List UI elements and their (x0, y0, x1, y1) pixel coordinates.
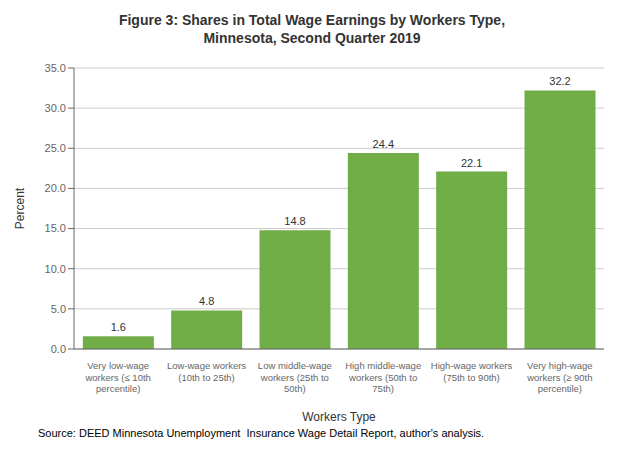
html-text:Figure 3: Shares in Total Wage: Figure 3: Shares in Total Wage Earnings … (118, 12, 506, 28)
svg-text:22.1: 22.1 (461, 157, 482, 169)
svg-text:32.2: 32.2 (549, 75, 570, 87)
html-text:Source: DEED Minnesota Unemplo: Source: DEED Minnesota Unemployment Insu… (38, 427, 485, 439)
svg-text:High-wage workers(75th to 90th: High-wage workers(75th to 90th) (431, 360, 513, 383)
svg-text:10.0: 10.0 (45, 263, 66, 275)
svg-text:25.0: 25.0 (45, 142, 66, 154)
svg-text:30.0: 30.0 (45, 102, 66, 114)
svg-text:35.0: 35.0 (45, 62, 66, 74)
svg-text:0.0: 0.0 (51, 343, 66, 355)
svg-text:1.6: 1.6 (111, 321, 126, 333)
svg-text:24.4: 24.4 (373, 138, 394, 150)
svg-text:Low-wage workers(10th to 25th): Low-wage workers(10th to 25th) (167, 360, 246, 383)
html-text:Minnesota, Second Quarter 2019: Minnesota, Second Quarter 2019 (203, 30, 421, 46)
svg-text:Very high-wageworkers (≥ 90thp: Very high-wageworkers (≥ 90thpercentile) (526, 360, 592, 394)
svg-text:15.0: 15.0 (45, 222, 66, 234)
svg-text:Percent: Percent (13, 187, 27, 229)
svg-text:5.0: 5.0 (51, 303, 66, 315)
svg-text:20.0: 20.0 (45, 182, 66, 194)
svg-text:4.8: 4.8 (199, 295, 214, 307)
svg-text:Low middle-wageworkers (25th t: Low middle-wageworkers (25th to50th) (258, 360, 332, 394)
svg-text:Workers Type: Workers Type (302, 410, 376, 424)
svg-text:Very low-wageworkers (≤ 10thpe: Very low-wageworkers (≤ 10thpercentile) (84, 360, 150, 394)
svg-text:High middle-wageworkers (50th: High middle-wageworkers (50th to75th) (345, 360, 421, 394)
svg-text:14.8: 14.8 (284, 215, 305, 227)
